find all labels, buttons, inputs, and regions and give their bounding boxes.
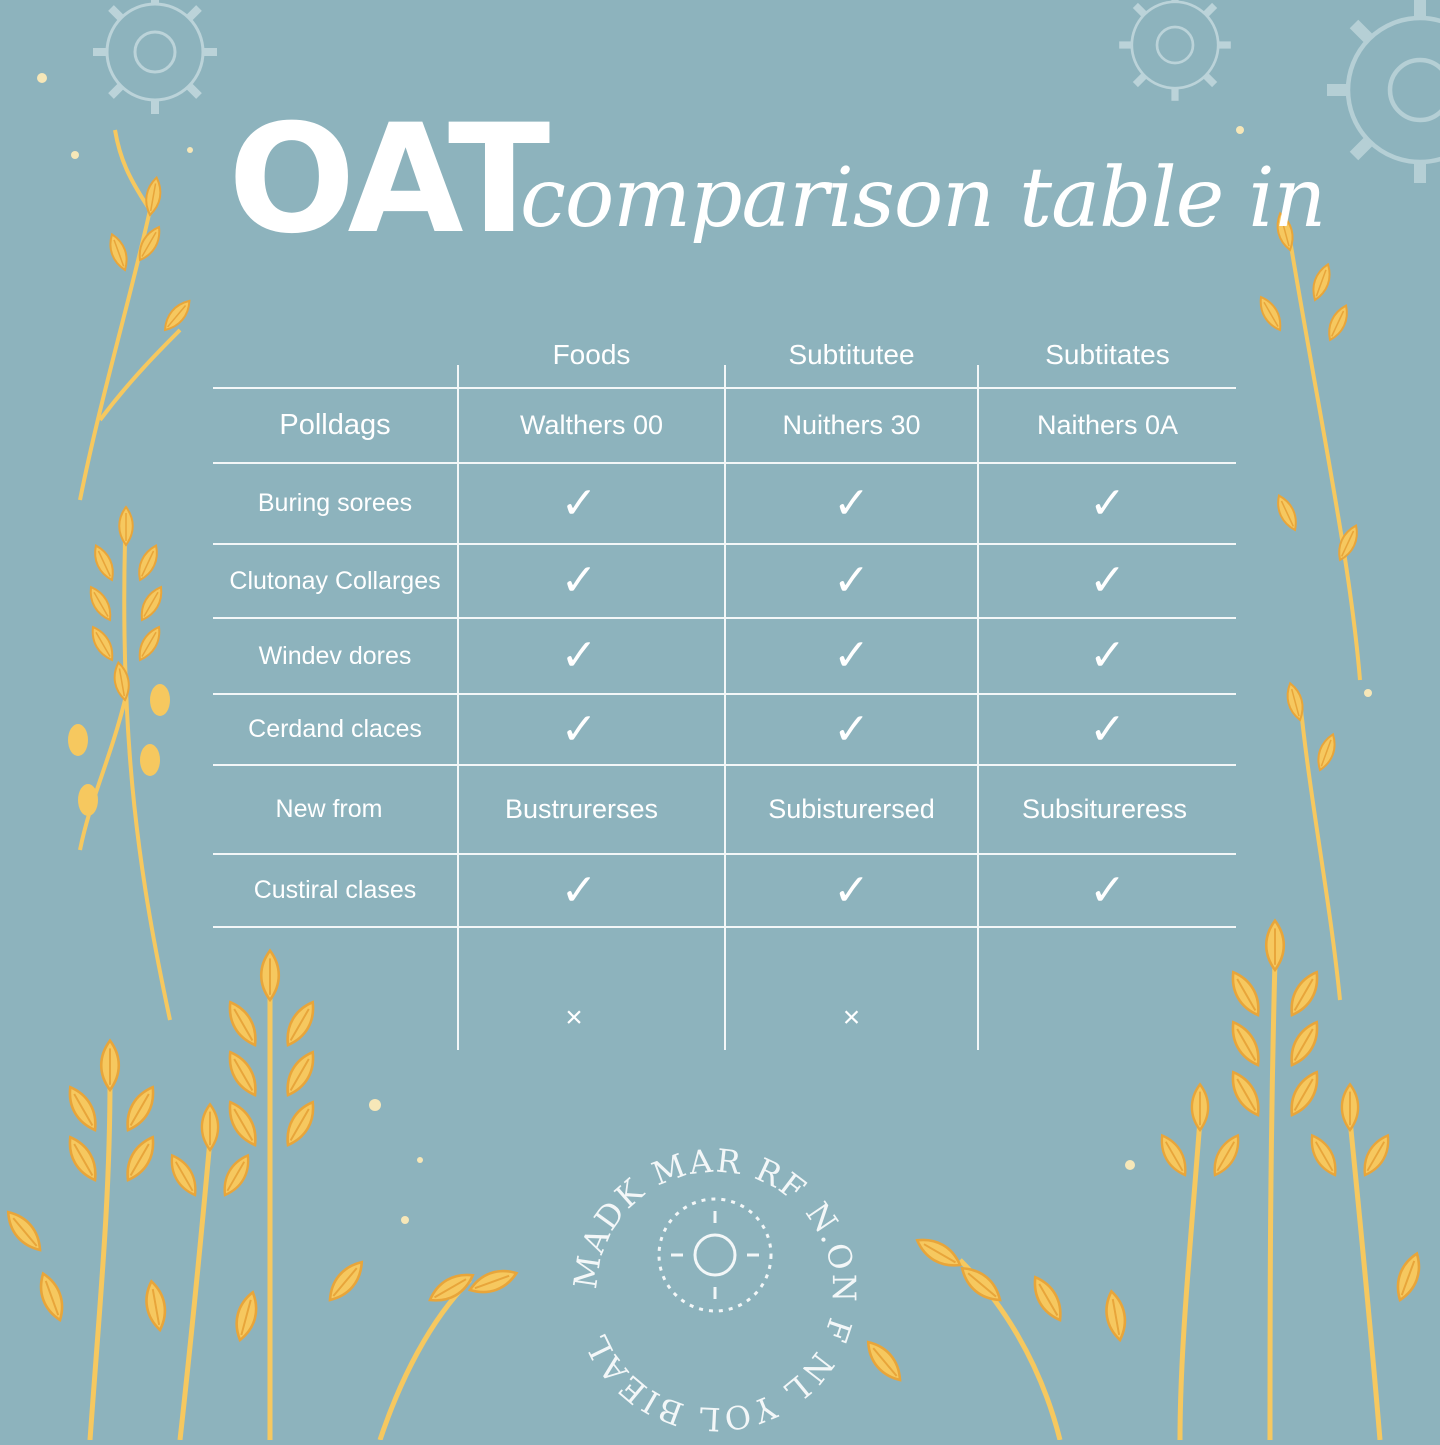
stamp-seal: MADK MAR RF N.ON F NL YOL BIEAL	[566, 1141, 861, 1438]
title-script: comparison table in	[520, 151, 1326, 246]
row-label: Polldags	[279, 409, 391, 441]
check-icon: ✓	[560, 631, 598, 680]
check-icon: ✓	[1089, 478, 1126, 528]
title-main: OAT	[228, 93, 550, 267]
check-icon: ✓	[560, 704, 598, 754]
check-icon: ✓	[560, 556, 598, 605]
sun-icon	[671, 1211, 759, 1299]
check-icon: ✓	[833, 556, 870, 605]
check-icon: ✓	[560, 478, 598, 528]
check-icon: ✓	[1089, 556, 1126, 605]
check-icon: ✓	[833, 478, 870, 528]
column-header-subtitates: Subtitates	[1045, 339, 1170, 370]
row-label: Cerdand claces	[248, 715, 422, 743]
table-cell: Naithers 0A	[1036, 410, 1179, 440]
check-icon: ✓	[1089, 865, 1126, 915]
check-icon: ✓	[833, 704, 870, 754]
row-label: Clutonay Collarges	[229, 566, 441, 595]
gear-icon	[93, 0, 217, 114]
row-label: Custiral clases	[253, 876, 417, 904]
check-icon: ✓	[560, 865, 598, 915]
check-icon: ✓	[833, 865, 870, 915]
check-icon: ✓	[1089, 704, 1126, 754]
cross-icon	[979, 990, 1236, 1045]
table-cell: Walthers 00	[519, 410, 664, 440]
column-header-foods: Foods	[552, 339, 631, 370]
row-label: Windev dores	[258, 641, 412, 670]
column-header-subtitutee: Subtitutee	[788, 339, 915, 370]
table-cell: Bustrurerses	[504, 794, 659, 824]
table-cell: Subisturersed	[768, 794, 935, 824]
row-label: New from	[275, 795, 383, 823]
gear-icon	[1119, 0, 1231, 101]
cross-icon: ×	[842, 1000, 861, 1034]
check-icon: ✓	[1089, 631, 1126, 680]
check-icon: ✓	[833, 631, 870, 680]
table-cell: Subsitureress	[1021, 794, 1188, 824]
gear-icon	[1327, 0, 1440, 183]
cross-icon: ×	[565, 1000, 583, 1034]
row-label: Buring sorees	[257, 489, 413, 517]
page-title: OAT comparison table in	[228, 93, 1326, 267]
table-cell: Nuithers 30	[782, 410, 921, 440]
